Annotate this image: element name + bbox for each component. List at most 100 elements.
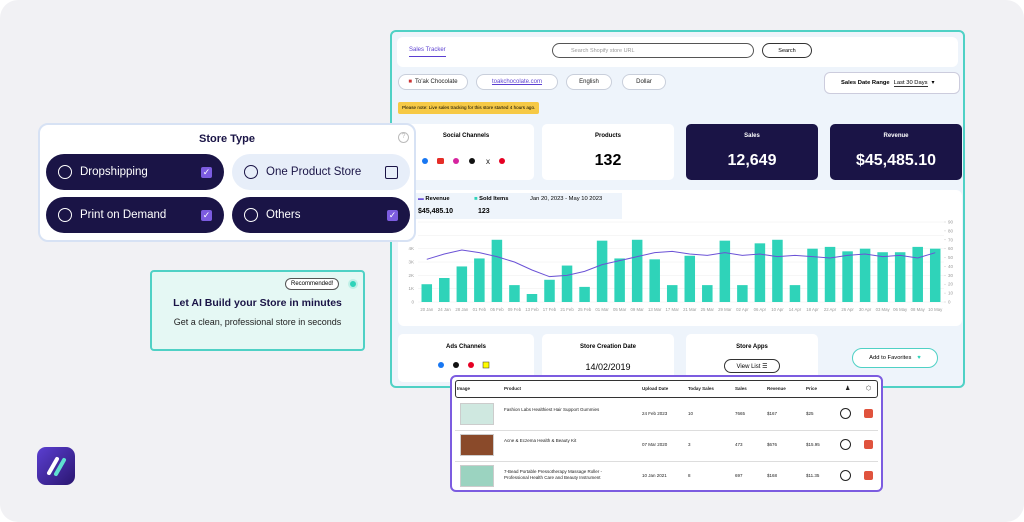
card-label: Products [594, 133, 621, 139]
bar [439, 278, 450, 302]
column-header: Price [806, 386, 818, 391]
card: Social Channels x [398, 124, 534, 180]
x-tick-label: 09 Feb [508, 307, 522, 312]
chip-text: English [579, 79, 599, 85]
y-tick-label: 3K [408, 260, 414, 265]
bar [894, 252, 906, 302]
card-label: Sales [744, 133, 760, 139]
y2-tick-label: 30 [948, 273, 954, 278]
bar [877, 252, 888, 302]
cell: $168 [767, 473, 778, 478]
x-tick-label: 21 Feb [560, 307, 574, 312]
option[interactable]: One Product Store [232, 154, 410, 190]
chip-text: To'ak Chocolate [415, 79, 458, 85]
bar [754, 243, 766, 302]
cell: $15.95 [806, 442, 820, 447]
search-button[interactable]: Search [762, 43, 812, 58]
search-input[interactable]: Search Shopify store URL [552, 43, 754, 58]
chip-link[interactable]: toakchocolate.com [491, 79, 543, 85]
date-range-value: Last 30 Days [893, 79, 928, 87]
action-icon[interactable] [840, 439, 851, 450]
bar [702, 285, 713, 302]
x-tick-label: 05 Feb [490, 307, 504, 312]
bar [526, 294, 538, 302]
store-type-panel: Store Type ? Dropshipping ✓ One Product St… [38, 123, 416, 242]
x-tick-label: 22 Apr [824, 307, 837, 312]
y2-tick-label: 50 [948, 255, 954, 260]
option[interactable]: Print on Demand ✓ [46, 197, 224, 233]
tab[interactable]: Sales Tracker [409, 47, 446, 57]
chip-text: Dollar [636, 79, 652, 85]
action-icon[interactable] [864, 471, 873, 480]
y2-tick-label: 90 [948, 220, 954, 225]
x-tick-label: 10 May [928, 307, 943, 312]
row-divider [455, 430, 878, 431]
card: Ads Channels [398, 334, 534, 382]
x-tick-label: 28 Jan [455, 307, 469, 312]
status-dot [348, 279, 358, 289]
option-icon [58, 165, 72, 179]
bar [666, 285, 678, 302]
bar [842, 251, 853, 302]
x-tick-label: 09 Mar [630, 307, 644, 312]
bar [789, 285, 801, 302]
legend-name: Revenue [425, 196, 450, 202]
chip[interactable]: Dollar [622, 74, 666, 90]
social-icons: x [422, 157, 505, 166]
chip[interactable]: English [566, 74, 612, 90]
ads-icons [438, 361, 490, 369]
chip[interactable]: ■ To'ak Chocolate [398, 74, 468, 90]
bar [772, 239, 783, 302]
date-range[interactable]: Sales Date Range Last 30 Days ▾ [824, 72, 960, 94]
card: Sales 12,649 [686, 124, 818, 180]
card-label: Store Creation Date [579, 344, 636, 350]
logo-mark [47, 457, 66, 476]
action-icon[interactable] [864, 409, 873, 418]
action-icon[interactable] [840, 408, 851, 419]
card-label: Revenue [883, 133, 909, 139]
button-text: Add to Favorites [869, 355, 912, 361]
card: Products 132 [542, 124, 674, 180]
header-icon: ⬡ [866, 386, 872, 392]
card-label: Store Apps [736, 344, 768, 350]
legend-entry: ■ Sold Items [474, 196, 509, 202]
option-label: One Product Store [266, 166, 362, 178]
chip[interactable]: toakchocolate.com [476, 74, 558, 90]
legend-value: 123 [478, 208, 490, 215]
line [426, 249, 936, 278]
column-header: Product [504, 386, 522, 391]
bar [474, 258, 485, 302]
option[interactable]: Others ✓ [232, 197, 410, 233]
cell: Fashion Labs Healthiest Hair Support Gum… [504, 407, 600, 412]
svg-text:x: x [486, 157, 490, 166]
view-list-button[interactable]: View List ☰ [724, 359, 780, 373]
help-icon[interactable]: ? [398, 132, 409, 143]
cell: 3 [688, 442, 691, 447]
cell: 7-Bead Portable Pressotherapy Massage Ro… [504, 469, 603, 480]
action-icon[interactable] [864, 440, 873, 449]
favorites-button[interactable]: Add to Favorites ♥ [852, 348, 938, 368]
cell: 473 [735, 442, 743, 447]
cell: $11.35 [806, 473, 820, 478]
action-icon[interactable] [840, 470, 851, 481]
bar [421, 284, 433, 302]
bar [614, 258, 625, 302]
option[interactable]: Dropshipping ✓ [46, 154, 224, 190]
bar [456, 266, 468, 302]
chart: 01K2K3K4K5K6K010203040506070809020 Jan24… [408, 220, 954, 313]
top-bar: Sales Tracker Search Shopify store URL S… [397, 37, 958, 67]
option-icon [244, 165, 258, 179]
x-tick-label: 21 Mar [683, 307, 697, 312]
checkbox [385, 165, 398, 179]
ai-subtitle: Get a clean, professional store in secon… [173, 317, 342, 327]
cell: 8 [688, 473, 691, 478]
checkbox: ✓ [387, 209, 398, 221]
product-image [460, 403, 494, 425]
ai-title: Let AI Build your Store in minutes [173, 297, 342, 309]
x-tick-label: 05 Mar [613, 307, 627, 312]
bar [807, 248, 818, 302]
x-tick-label: 01 Mar [595, 307, 609, 312]
y2-tick-label: 80 [948, 228, 954, 233]
y-tick-label: 2K [408, 273, 414, 278]
cell: 697 [735, 473, 743, 478]
